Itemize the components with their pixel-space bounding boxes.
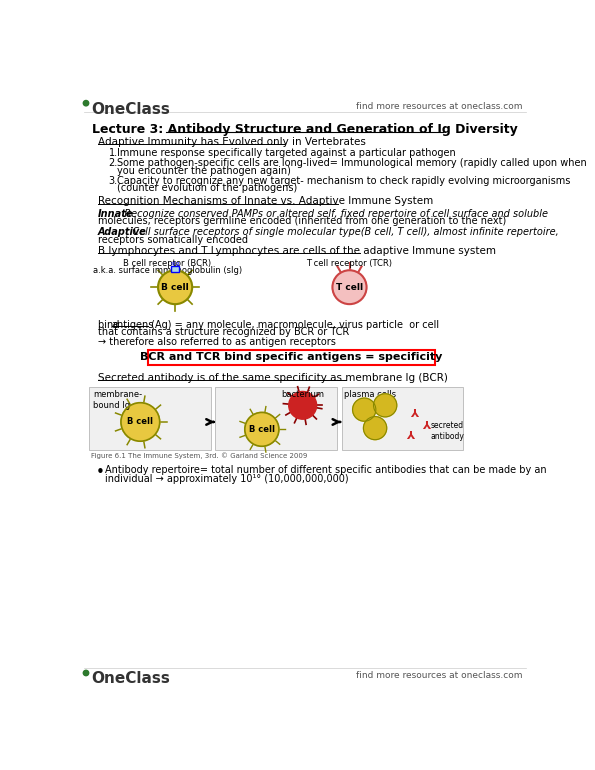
Text: find more resources at oneclass.com: find more resources at oneclass.com <box>356 671 522 681</box>
Text: B cell: B cell <box>161 283 189 292</box>
Text: (counter evolution of the pathogens): (counter evolution of the pathogens) <box>117 183 298 193</box>
FancyBboxPatch shape <box>342 387 464 450</box>
Text: a.k.a. surface immunoglobulin (sIg): a.k.a. surface immunoglobulin (sIg) <box>93 266 242 276</box>
Text: : Cell surface receptors of single molecular type(B cell, T cell), almost infini: : Cell surface receptors of single molec… <box>126 227 558 237</box>
Text: OneClass: OneClass <box>92 671 170 686</box>
Text: Lecture 3: Antibody Structure and Generation of Ig Diversity: Lecture 3: Antibody Structure and Genera… <box>92 123 518 136</box>
Circle shape <box>333 270 367 304</box>
Text: : Recognize conserved PAMPs or altered self, fixed repertoire of cell surface an: : Recognize conserved PAMPs or altered s… <box>118 209 548 219</box>
Text: membrane-
bound Ig: membrane- bound Ig <box>93 390 142 410</box>
Text: individual → approximately 10¹° (10,000,000,000): individual → approximately 10¹° (10,000,… <box>105 474 349 484</box>
FancyBboxPatch shape <box>148 350 435 365</box>
Text: Y: Y <box>412 405 420 414</box>
Text: Y: Y <box>408 427 416 437</box>
FancyBboxPatch shape <box>215 387 337 450</box>
Text: •: • <box>96 465 105 480</box>
Text: BCR and TCR bind specific antigens = specificity: BCR and TCR bind specific antigens = spe… <box>140 353 443 362</box>
Text: OneClass: OneClass <box>92 102 170 116</box>
Text: receptors somatically encoded: receptors somatically encoded <box>98 235 248 245</box>
Circle shape <box>364 417 387 440</box>
Text: Y: Y <box>424 417 432 427</box>
Text: Innate: Innate <box>98 209 133 219</box>
Text: (Ag) = any molecule, macromolecule, virus particle  or cell: (Ag) = any molecule, macromolecule, viru… <box>148 320 439 330</box>
Text: Some pathogen-specific cells are long-lived= Immunological memory (rapidly calle: Some pathogen-specific cells are long-li… <box>117 158 587 168</box>
Text: plasma cells: plasma cells <box>343 390 396 399</box>
Text: sIg: sIg <box>171 261 180 266</box>
FancyBboxPatch shape <box>171 266 179 272</box>
Text: antigens: antigens <box>112 320 154 330</box>
Text: bacterium: bacterium <box>281 390 324 399</box>
Text: Figure 6.1 The Immune System, 3rd. © Garland Science 2009: Figure 6.1 The Immune System, 3rd. © Gar… <box>92 452 308 459</box>
Text: B lymphocytes and T Lymphocytes are cells of the adaptive Immune system: B lymphocytes and T Lymphocytes are cell… <box>98 246 496 256</box>
Text: T cell: T cell <box>336 283 363 292</box>
Circle shape <box>289 391 317 419</box>
Circle shape <box>158 270 192 304</box>
Text: B cell: B cell <box>249 425 275 434</box>
Text: Secreted antibody is of the same specificity as membrane Ig (BCR): Secreted antibody is of the same specifi… <box>98 373 447 383</box>
Circle shape <box>245 413 279 447</box>
Text: Recognition Mechanisms of Innate vs. Adaptive Immune System: Recognition Mechanisms of Innate vs. Ada… <box>98 196 433 206</box>
Text: 2.: 2. <box>108 158 118 168</box>
Circle shape <box>374 393 397 417</box>
Circle shape <box>121 403 159 441</box>
Text: bind: bind <box>98 320 122 330</box>
Circle shape <box>83 670 89 676</box>
Text: Antibody repertoire= total number of different specific antibodies that can be m: Antibody repertoire= total number of dif… <box>105 465 547 475</box>
Text: find more resources at oneclass.com: find more resources at oneclass.com <box>356 102 522 111</box>
Text: Capacity to recognize any new target- mechanism to check rapidly evolving microo: Capacity to recognize any new target- me… <box>117 176 571 186</box>
Text: Adaptive Immunity has Evolved only in Vertebrates: Adaptive Immunity has Evolved only in Ve… <box>98 137 365 147</box>
Text: molecules, receptors germline encoded (inherited from one generation to the next: molecules, receptors germline encoded (i… <box>98 216 506 226</box>
Text: T cell receptor (TCR): T cell receptor (TCR) <box>306 259 393 269</box>
Text: that contains a structure recognized by BCR or TCR: that contains a structure recognized by … <box>98 327 349 337</box>
FancyBboxPatch shape <box>89 387 211 450</box>
Text: you encounter the pathogen again): you encounter the pathogen again) <box>117 166 291 176</box>
Text: B cell: B cell <box>127 417 154 427</box>
Circle shape <box>83 100 89 105</box>
Text: → therefore also referred to as antigen receptors: → therefore also referred to as antigen … <box>98 337 336 347</box>
Text: Adaptive: Adaptive <box>98 227 146 237</box>
Text: B cell receptor (BCR): B cell receptor (BCR) <box>123 259 211 269</box>
Circle shape <box>353 398 376 421</box>
Text: secreted
antibody: secreted antibody <box>430 421 464 441</box>
Text: Immune response specifically targeted against a particular pathogen: Immune response specifically targeted ag… <box>117 148 456 158</box>
Text: 3.: 3. <box>108 176 118 186</box>
Text: 1.: 1. <box>108 148 118 158</box>
